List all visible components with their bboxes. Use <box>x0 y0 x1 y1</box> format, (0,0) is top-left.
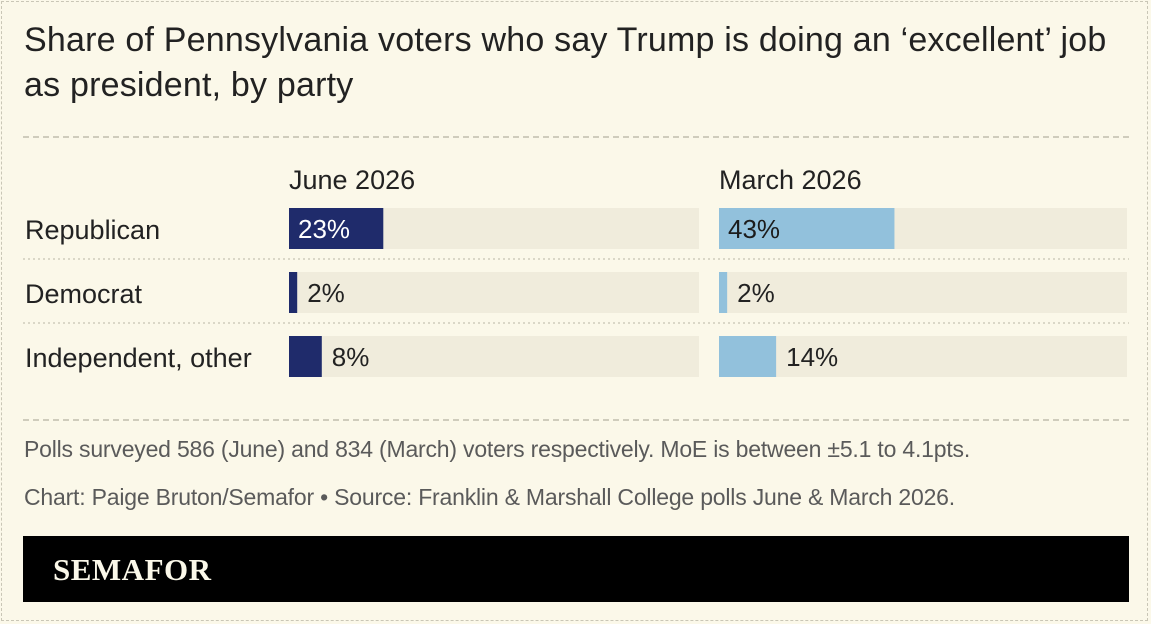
bar-chart: June 2026 March 2026 Republican 23% 43% Democ… <box>23 165 1129 377</box>
data-label: 43% <box>728 214 780 244</box>
brand-logo: SEMAFOR <box>53 552 212 587</box>
series-header: March 2026 <box>719 165 862 195</box>
bar <box>289 336 322 377</box>
category-label: Independent, other <box>25 343 252 373</box>
data-label: 2% <box>307 278 345 308</box>
bar <box>719 272 728 313</box>
bar <box>289 208 384 249</box>
series-header: June 2026 <box>289 165 415 195</box>
bar-track <box>719 272 1127 313</box>
bar <box>719 336 777 377</box>
data-label: 23% <box>298 214 350 244</box>
bar-track <box>289 272 699 313</box>
category-label: Democrat <box>25 279 143 309</box>
bar <box>719 208 895 249</box>
bar <box>289 272 298 313</box>
data-label: 14% <box>786 342 838 372</box>
bar-track <box>289 336 699 377</box>
bar-track <box>719 336 1127 377</box>
footnote-credit: Chart: Paige Bruton/Semafor • Source: Fr… <box>24 484 955 510</box>
chart-title: Share of Pennsylvania voters who say Tru… <box>24 21 1107 104</box>
separator-top <box>23 136 1129 138</box>
brand-bar: SEMAFOR <box>23 536 1129 602</box>
category-label: Republican <box>25 215 160 245</box>
data-label: 8% <box>332 342 370 372</box>
data-label: 2% <box>737 278 775 308</box>
footnote-sample: Polls surveyed 586 (June) and 834 (March… <box>24 436 971 462</box>
separator-bottom <box>23 419 1129 421</box>
